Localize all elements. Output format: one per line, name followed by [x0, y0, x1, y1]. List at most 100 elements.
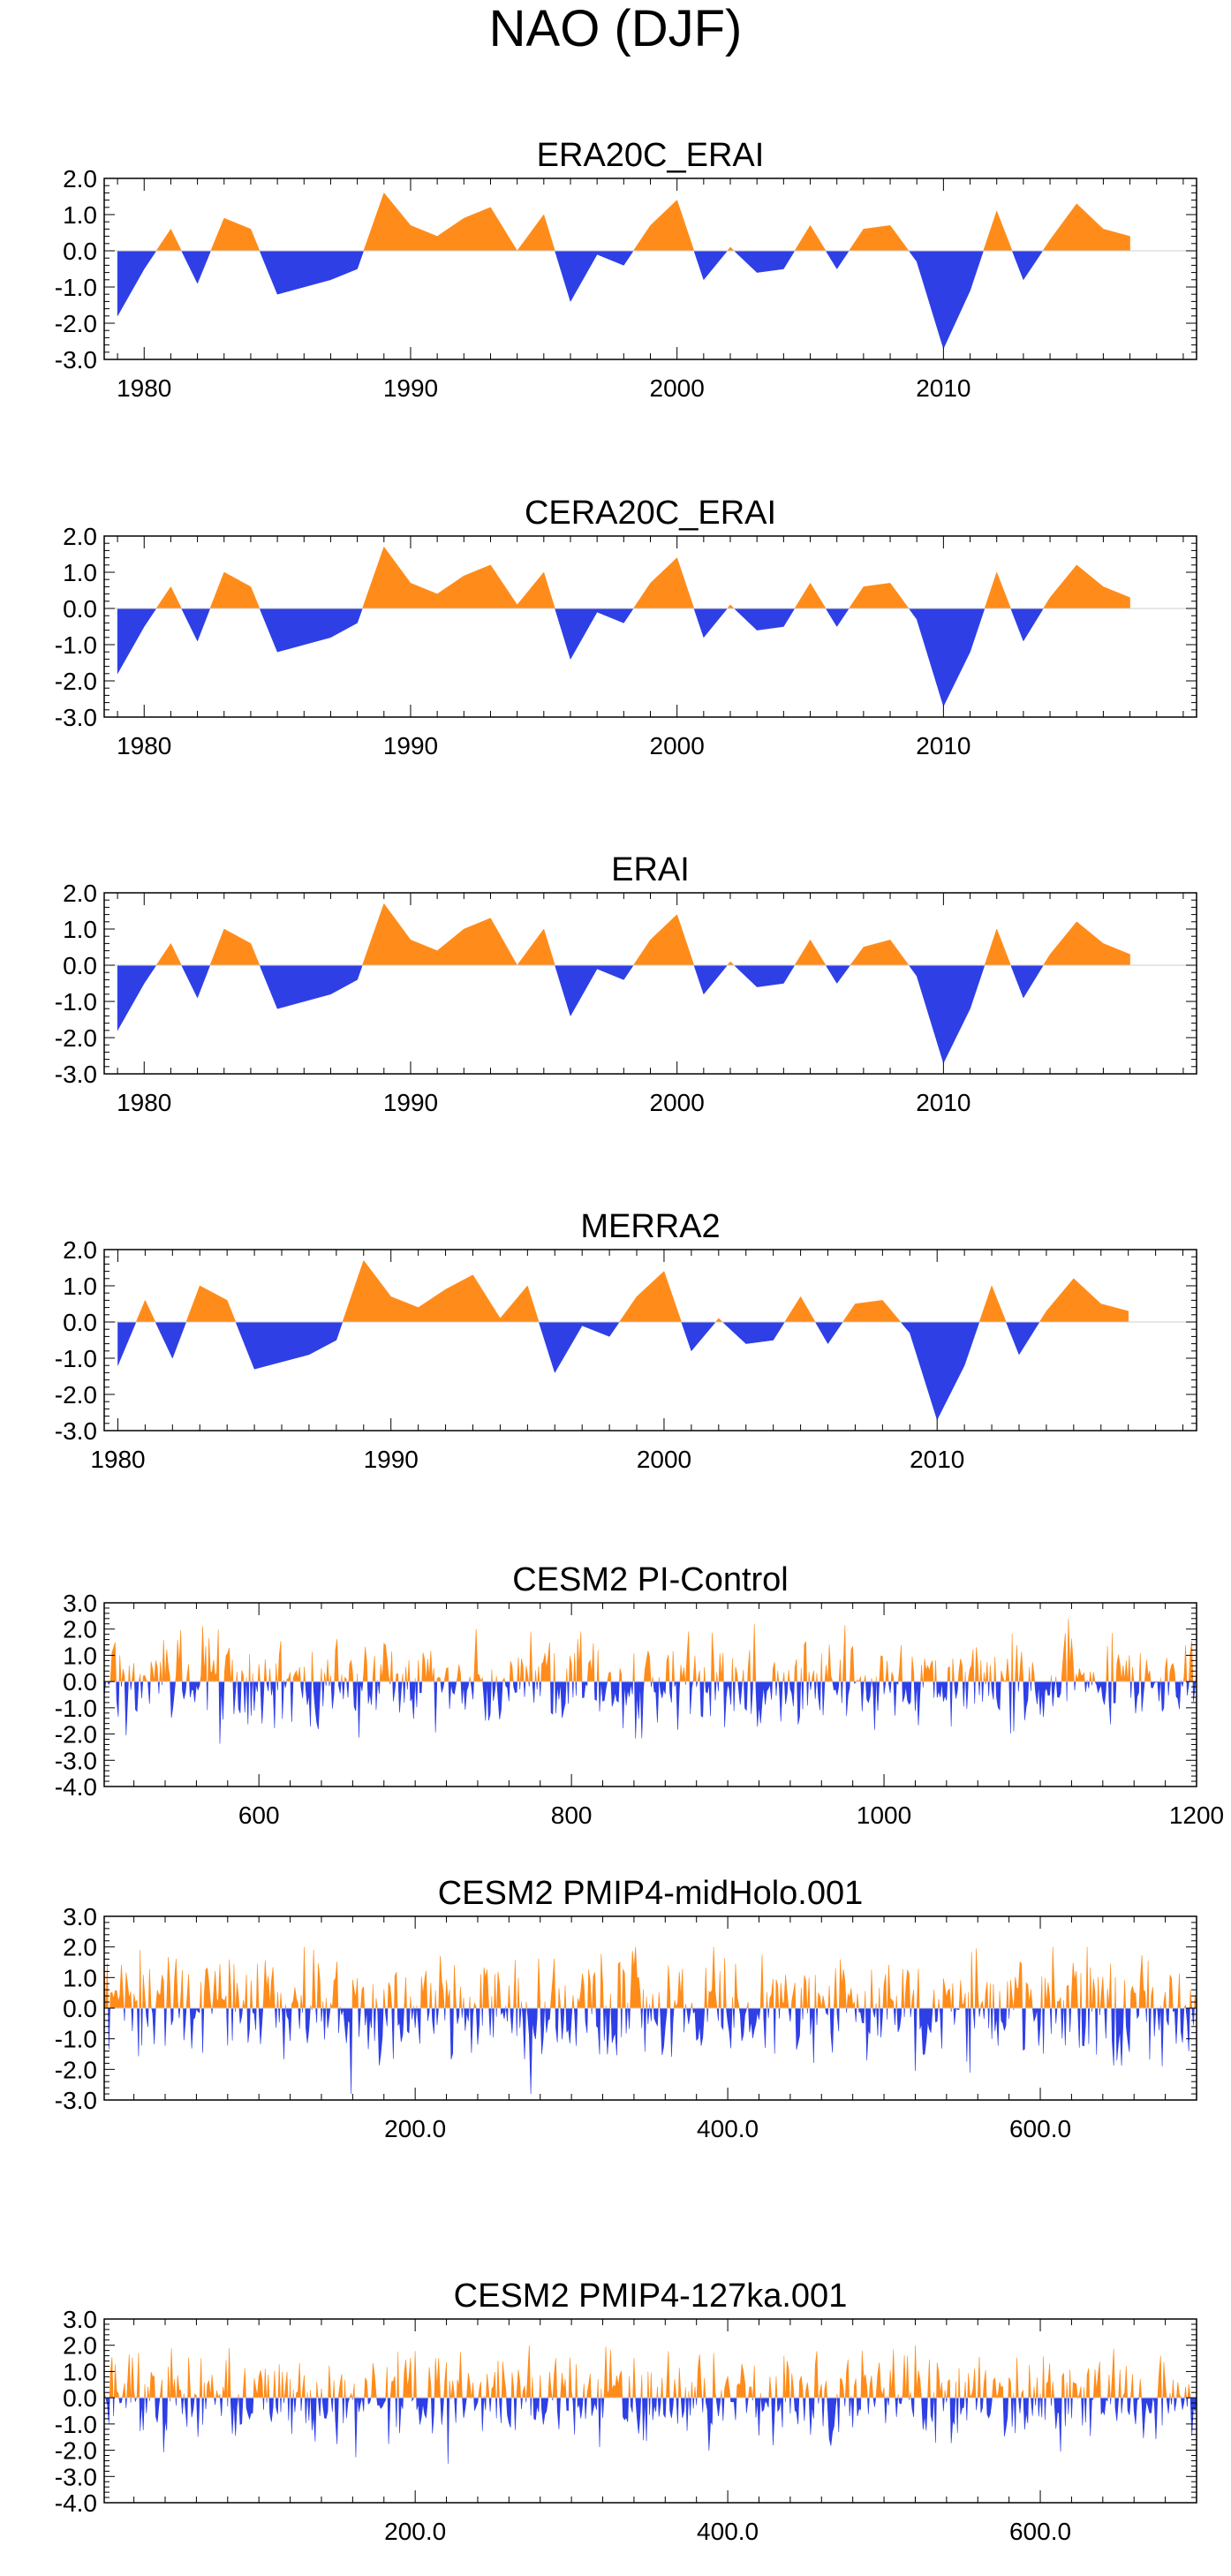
negative-area [640, 2007, 643, 2028]
positive-area [984, 1982, 989, 2009]
positive-area [1069, 2369, 1071, 2398]
negative-area [460, 1681, 470, 1710]
negative-area [235, 1321, 344, 1370]
negative-area [955, 2397, 959, 2433]
positive-area [1099, 1976, 1105, 2009]
negative-area [858, 2007, 865, 2024]
negative-area [155, 2397, 161, 2423]
negative-area [836, 2397, 841, 2433]
negative-area [1186, 2397, 1189, 2407]
positive-area [1044, 1977, 1051, 2009]
negative-area [930, 2397, 934, 2422]
negative-area [177, 2007, 181, 2019]
negative-area [668, 1681, 673, 1703]
positive-area [648, 2004, 651, 2009]
positive-area [573, 1653, 577, 1682]
positive-area [125, 1972, 132, 2009]
negative-area [693, 608, 729, 638]
positive-area [360, 1986, 366, 2009]
positive-area [820, 1653, 823, 1682]
negative-area [987, 2007, 990, 2028]
negative-area [506, 2397, 512, 2428]
negative-area [965, 2007, 969, 2062]
positive-area [309, 2390, 312, 2398]
positive-area [1157, 2355, 1162, 2398]
positive-area [1111, 1633, 1114, 1682]
positive-area [1042, 2356, 1046, 2398]
positive-area [179, 1969, 184, 2009]
positive-area [887, 1964, 895, 2009]
negative-area [813, 1681, 817, 1699]
positive-area [916, 1968, 920, 2009]
positive-area [277, 1641, 283, 1682]
positive-area [808, 1672, 811, 1682]
negative-area [1121, 2397, 1123, 2414]
negative-area [1008, 1681, 1012, 1734]
positive-area [735, 1666, 738, 1682]
negative-area [1038, 2397, 1041, 2417]
negative-area [266, 1681, 269, 1692]
negative-area [1180, 2007, 1185, 2043]
negative-area [504, 1681, 510, 1702]
negative-area [1011, 250, 1044, 281]
negative-area [322, 2007, 327, 2040]
negative-area [1077, 2007, 1081, 2048]
negative-area [440, 2397, 444, 2425]
negative-area [1174, 1681, 1182, 1710]
y-tick-label: -2.0 [55, 2056, 97, 2083]
positive-area [963, 2382, 967, 2398]
positive-area [471, 2382, 474, 2398]
positive-area [679, 1665, 686, 1682]
negative-area [377, 1681, 381, 1694]
negative-area [305, 1681, 312, 1726]
positive-area [155, 228, 182, 252]
negative-area [1008, 2007, 1010, 2020]
negative-area [860, 1681, 865, 1711]
positive-area [1107, 2374, 1111, 2398]
positive-area [449, 2381, 452, 2398]
positive-area [109, 2357, 114, 2398]
negative-area [896, 2007, 902, 2033]
positive-area [507, 1984, 511, 2009]
negative-area [1049, 2007, 1053, 2035]
x-tick-label: 200.0 [384, 2115, 446, 2142]
positive-area [586, 1643, 595, 1682]
negative-area [532, 2397, 540, 2421]
negative-area [642, 2397, 648, 2442]
positive-area [164, 1649, 170, 1682]
negative-area [950, 2007, 952, 2013]
negative-area [354, 2397, 358, 2458]
positive-area [1067, 1618, 1075, 1682]
positive-area [910, 1656, 915, 1682]
positive-area [1025, 1982, 1033, 2009]
positive-area [1077, 2386, 1082, 2398]
negative-area [374, 1681, 378, 1711]
positive-area [1164, 1658, 1168, 1682]
positive-area [742, 1669, 744, 1682]
positive-area [473, 1628, 483, 1682]
positive-area [517, 1657, 520, 1682]
negative-area [845, 1681, 850, 1716]
negative-area [131, 2007, 134, 2032]
negative-area [685, 2007, 691, 2025]
positive-area [413, 2351, 417, 2398]
negative-area [361, 2397, 365, 2412]
negative-area [148, 2397, 150, 2401]
negative-area [965, 1681, 969, 1710]
positive-area [885, 1660, 889, 1682]
positive-area [839, 1959, 847, 2009]
positive-area [403, 2357, 412, 2398]
negative-area [986, 2397, 993, 2419]
positive-area [819, 2383, 823, 2398]
positive-area [723, 1958, 727, 2009]
negative-area [1054, 2397, 1062, 2452]
positive-area [983, 210, 1013, 252]
negative-area [555, 1681, 567, 1719]
positive-area [222, 2360, 228, 2398]
positive-area [776, 1670, 780, 1682]
negative-area [1133, 2397, 1139, 2425]
negative-area [214, 2397, 216, 2406]
negative-area [357, 2397, 363, 2413]
negative-area [406, 2007, 411, 2034]
positive-area [951, 1983, 955, 2009]
